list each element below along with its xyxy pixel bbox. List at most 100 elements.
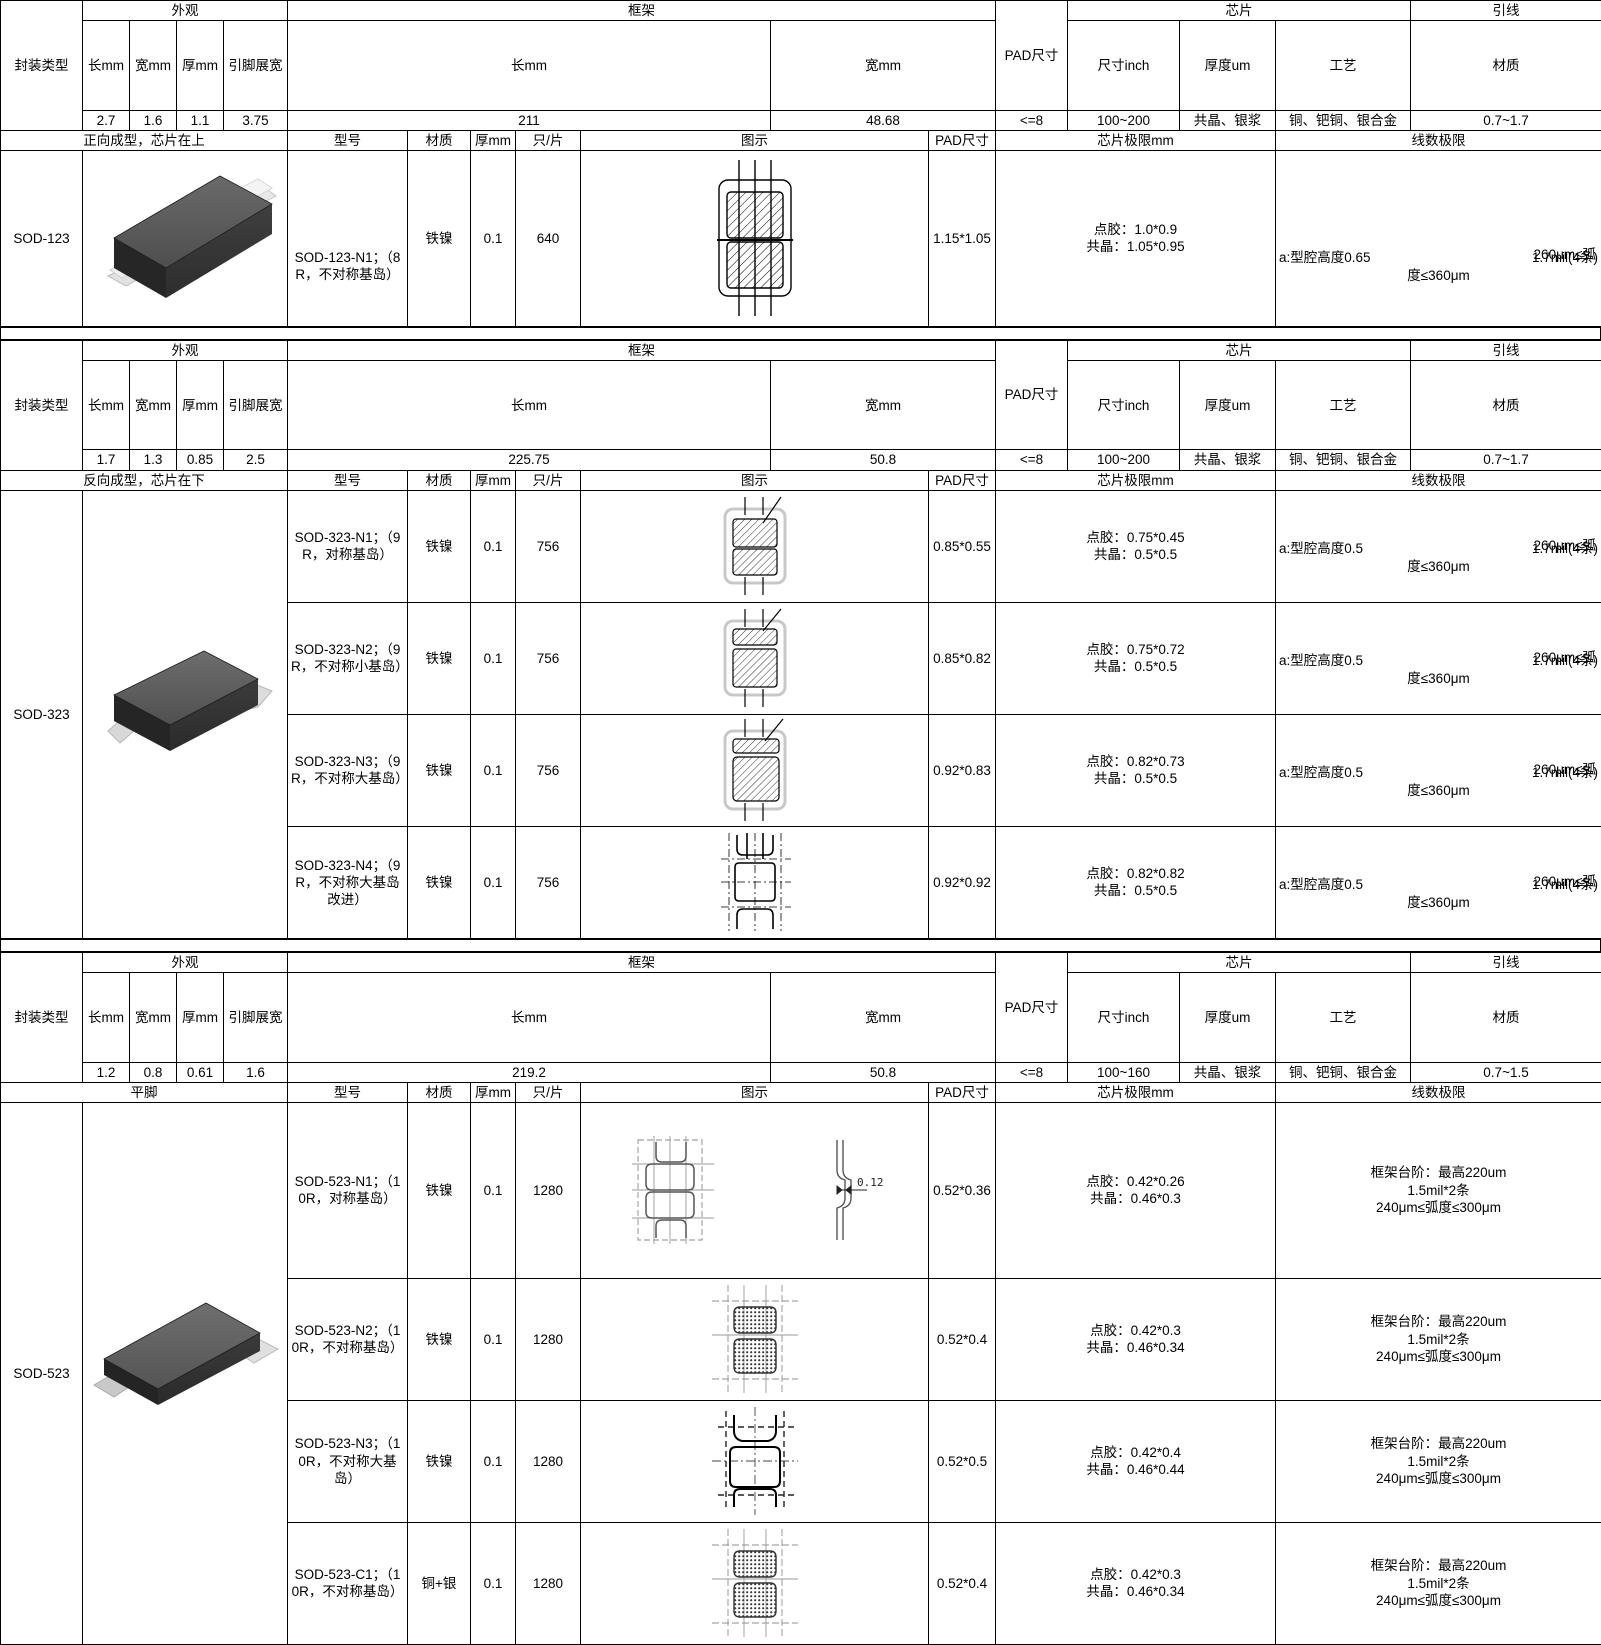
frame-width-value: 50.8 [771,1062,996,1082]
material-cell: 铁镍 [408,490,471,602]
package-type-header: 封装类型 [1,952,83,1082]
wire-limit-bottom: 度≤360μm [1279,558,1598,575]
frame-length-value: 211 [288,110,771,130]
forming-note-row: 反向成型，芯片在下 型号 材质 厚mm 只/片 图示 PAD尺寸 芯片极限mm … [1,470,1601,490]
table-row: SOD-523 [1,1103,1601,1279]
frame-width-header: 宽mm [771,361,996,450]
pad-size-cell: 0.92*0.92 [929,826,996,938]
wire-limit-bottom: 度≤360μm [1279,670,1598,687]
header-value-row: 2.7 1.6 1.1 3.75 211 48.68 <=8 100~200 共… [1,110,1601,130]
thickness-cell: 0.1 [471,714,516,826]
dimension-label: 0.12 [857,1176,884,1189]
frame-width-header: 宽mm [771,973,996,1062]
wire-limit-cell: a:型腔高度0.5 1.7mil(4条) 260μm≤弧 度≤360μm [1276,714,1601,826]
package-photo-cell [83,1103,288,1645]
wire-limit-cell: a:型腔高度0.65 1.7mil(4条) 260μm≤弧 度≤360μm [1276,151,1601,327]
thickness-cell: 0.1 [471,826,516,938]
chip-limit-text: 点胶：0.82*0.73 共晶：0.5*0.5 [1086,754,1184,786]
thickness-um-header: 厚度um [1180,361,1276,450]
pcs-cell: 1280 [516,1400,581,1522]
frame-header: 框架 [288,952,996,972]
wire-limit-text: 框架台阶：最高220um 1.5mil*2条 240μm≤弧度≤300μm [1371,1165,1507,1215]
material-cell: 铁镍 [408,1278,471,1400]
diagram-cell [581,826,929,938]
appearance-length-value: 2.7 [83,110,130,130]
wire-limit-text: 框架台阶：最高220um 1.5mil*2条 240μm≤弧度≤300μm [1371,1436,1507,1486]
wire-limit-bottom: 度≤360μm [1279,894,1598,911]
sod323-n1-diagram-icon [707,493,803,599]
length-header: 长mm [83,973,130,1062]
material-col-header: 材质 [408,1082,471,1102]
appearance-thick-value: 1.1 [177,110,224,130]
material-cell: 铜+银 [408,1522,471,1644]
material-col-header: 材质 [408,130,471,150]
table-row: SOD-323 [1,490,1601,602]
chip-limit-text: 点胶：0.75*0.45 共晶：0.5*0.5 [1086,530,1184,562]
frame-width-value: 50.8 [771,450,996,470]
frame-width-header: 宽mm [771,21,996,110]
pad-size-label: PAD尺寸 [929,130,996,150]
pad-size-cell: 1.15*1.05 [929,151,996,327]
chip-thickness-value: 100~160 [1068,1062,1180,1082]
sod-323-3d-icon [86,639,286,789]
chip-limit-text: 点胶：0.42*0.3 共晶：0.46*0.34 [1086,1323,1184,1355]
sod523-n3-diagram-icon [706,1405,804,1517]
pcs-col-header: 只/片 [516,470,581,490]
header-sub-row: 长mm 宽mm 厚mm 引脚展宽 长mm 宽mm 尺寸inch 厚度um 工艺 … [1,21,1601,110]
pcs-cell: 1280 [516,1278,581,1400]
model-cell: SOD-323-N4；（9R，不对称大基岛改进） [288,826,408,938]
appearance-lead-span-value: 2.5 [224,450,288,470]
appearance-header: 外观 [83,952,288,972]
wire-limit-header: 线数极限 [1276,1082,1601,1102]
material-cell: 铁镍 [408,1103,471,1279]
lead-spec-value: 0.7~1.7 [1411,450,1601,470]
sod123-n1-diagram-icon [695,158,815,318]
sod323-n4-diagram-icon [707,829,803,935]
lead-spec-value: 0.7~1.7 [1411,110,1601,130]
size-inch-header: 尺寸inch [1068,973,1180,1062]
diagram-cell [581,490,929,602]
wire-limit-cell: 框架台阶：最高220um 1.5mil*2条 240μm≤弧度≤300μm [1276,1522,1601,1644]
appearance-width-value: 1.6 [130,110,177,130]
diagram-cell: 0.12 [581,1103,929,1279]
model-col-header: 型号 [288,470,408,490]
lead-header: 引线 [1411,1,1601,21]
pad-size-header: PAD尺寸 [996,340,1068,450]
material-cell: 铁镍 [408,714,471,826]
pad-size-cell: 0.85*0.82 [929,602,996,714]
thickness-cell: 0.1 [471,490,516,602]
lead-material-header: 材质 [1411,21,1601,110]
model-cell: SOD-523-N1；（10R，对称基岛） [288,1103,408,1279]
diagram-col-header: 图示 [581,130,929,150]
chip-limit-text: 点胶：0.75*0.72 共晶：0.5*0.5 [1086,642,1184,674]
length-header: 长mm [83,361,130,450]
appearance-lead-span-value: 3.75 [224,110,288,130]
sod323-n2-diagram-icon [707,605,803,711]
header-sub-row: 长mm 宽mm 厚mm 引脚展宽 长mm 宽mm 尺寸inch 厚度um 工艺 … [1,361,1601,450]
chip-limit-cell: 点胶：0.75*0.45 共晶：0.5*0.5 [996,490,1276,602]
chip-process-value: 共晶、银浆 [1180,110,1276,130]
thick-header: 厚mm [177,21,224,110]
pad-size-cell: 0.92*0.83 [929,714,996,826]
pad-size-cell: 0.52*0.4 [929,1278,996,1400]
thickness-um-header: 厚度um [1180,973,1276,1062]
header-sub-row: 长mm 宽mm 厚mm 引脚展宽 长mm 宽mm 尺寸inch 厚度um 工艺 … [1,973,1601,1062]
package-photo-cell [83,151,288,327]
header-value-row: 1.2 0.8 0.61 1.6 219.2 50.8 <=8 100~160 … [1,1062,1601,1082]
size-inch-header: 尺寸inch [1068,21,1180,110]
model-cell: SOD-123-N1；（8R，不对称基岛） [288,151,408,327]
pcs-col-header: 只/片 [516,130,581,150]
pad-size-cell: 0.52*0.36 [929,1103,996,1279]
pcs-cell: 1280 [516,1522,581,1644]
chip-limit-cell: 点胶：0.82*0.82 共晶：0.5*0.5 [996,826,1276,938]
package-photo-sod-323 [86,639,284,789]
chip-size-inch-value: <=8 [996,1062,1068,1082]
lead-span-header: 引脚展宽 [224,21,288,110]
chip-limit-cell: 点胶：0.82*0.73 共晶：0.5*0.5 [996,714,1276,826]
forming-note-row: 平脚 型号 材质 厚mm 只/片 图示 PAD尺寸 芯片极限mm 线数极限 [1,1082,1601,1102]
package-photo-sod-523 [86,1301,284,1446]
diagram-cell [581,151,929,327]
forming-note: 正向成型，芯片在上 [1,130,288,150]
chip-limit-text: 点胶：1.0*0.9 共晶：1.05*0.95 [1086,222,1184,254]
appearance-width-value: 0.8 [130,1062,177,1082]
